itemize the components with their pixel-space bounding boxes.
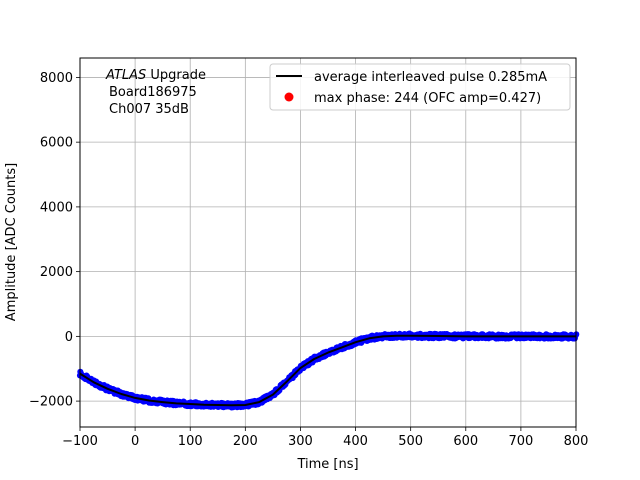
scatter-series xyxy=(76,330,580,411)
x-tick-label: 500 xyxy=(398,434,423,449)
y-tick-label: 6000 xyxy=(40,136,73,151)
plot-frame xyxy=(79,57,577,428)
annotation-line-2: Board186975 xyxy=(109,85,197,100)
x-tick-label: 800 xyxy=(564,434,589,449)
x-tick-label: −100 xyxy=(62,434,98,449)
x-tick-label: 700 xyxy=(508,434,533,449)
legend-box xyxy=(269,63,571,111)
y-tick-label: 0 xyxy=(65,330,73,345)
x-axis-label: Time [ns] xyxy=(296,457,358,472)
y-tick-label: 4000 xyxy=(40,200,73,215)
x-tick-label: 0 xyxy=(131,434,139,449)
atlas-annotation: ATLAS Upgrade Board186975 Ch007 35dB xyxy=(105,68,206,117)
annotation-line-3: Ch007 35dB xyxy=(109,102,189,117)
legend: average interleaved pulse 0.285mA max ph… xyxy=(269,63,571,111)
legend-entry-average-pulse: average interleaved pulse 0.285mA xyxy=(314,70,547,85)
legend-entry-max-phase: max phase: 244 (OFC amp=0.427) xyxy=(314,91,541,106)
x-tick-label: 300 xyxy=(288,434,313,449)
legend-marker-swatch xyxy=(284,92,294,102)
annotation-line-1: ATLAS Upgrade xyxy=(105,68,206,83)
y-tick-label: 2000 xyxy=(40,265,73,280)
x-tick-label: 200 xyxy=(233,434,258,449)
y-axis-label: Amplitude [ADC Counts] xyxy=(4,163,19,321)
axis-ticks: −100 0 100 200 300 400 500 600 700 800 −2000 0 2000 4… xyxy=(29,71,588,449)
average-line-series xyxy=(79,334,576,407)
y-tick-label: 8000 xyxy=(40,71,73,86)
annotation-atlas: ATLAS xyxy=(105,68,146,83)
average-pulse-line xyxy=(79,334,576,407)
x-tick-label: 600 xyxy=(453,434,478,449)
x-tick-label: 100 xyxy=(178,434,203,449)
annotation-upgrade: Upgrade xyxy=(146,68,206,83)
y-tick-label: −2000 xyxy=(29,395,73,410)
x-tick-label: 400 xyxy=(343,434,368,449)
